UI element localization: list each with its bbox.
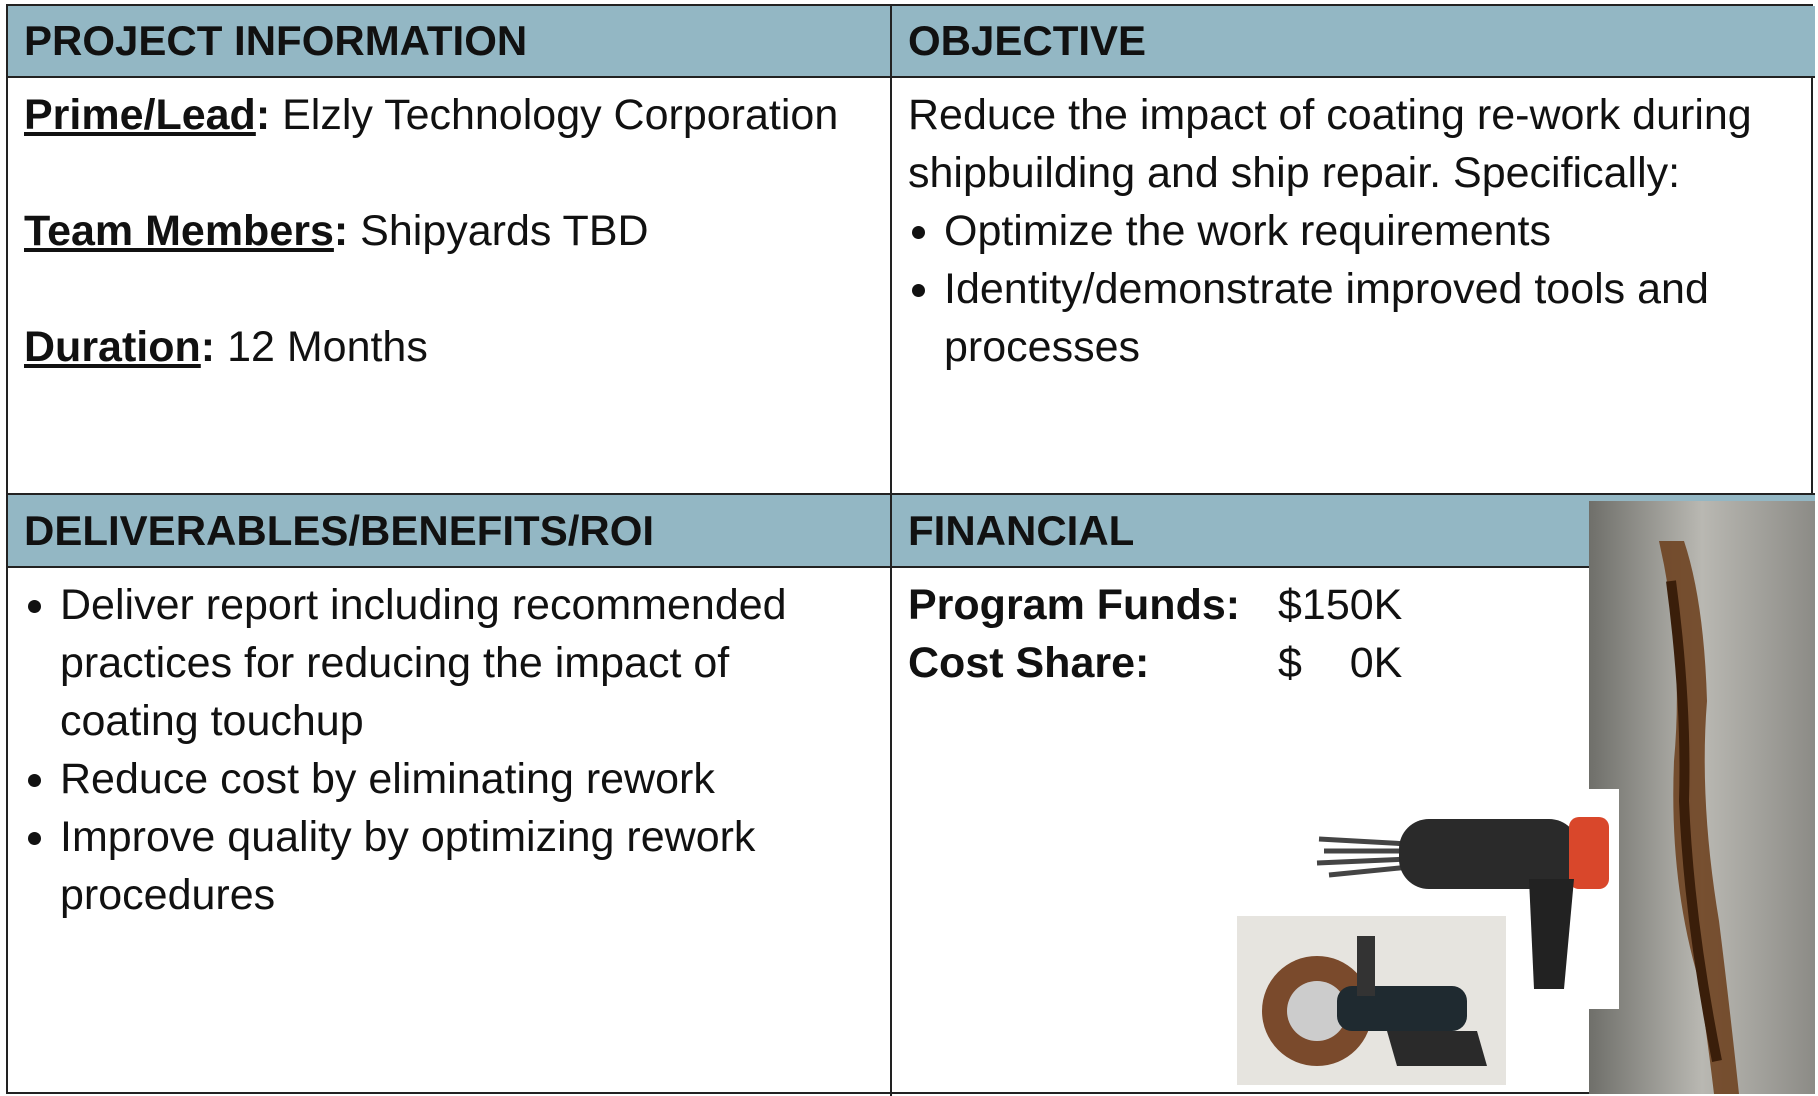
quad-chart: PROJECT INFORMATION OBJECTIVE Prime/Lead: … [6,4,1815,1096]
field: Prime/Lead: Elzly Technology Corporation [24,86,874,144]
funds-label: Cost Share: [908,639,1150,687]
field-text: Shipyards TBD [360,207,649,255]
field-punct: : [333,207,349,255]
section-header: DELIVERABLES/BENEFITS/ROI [8,495,892,568]
field-label: Team Members [24,207,334,255]
paragraph: Reduce the impact of coating re-work dur… [908,91,1752,197]
field-label: Prime/Lead [24,91,256,139]
section-body: Reduce the impact of coating re-work dur… [892,78,1815,495]
field-punct: : [255,91,271,139]
field-text: 12 Months [227,323,428,371]
field: Duration: 12 Months [24,318,874,376]
field: Team Members: Shipyards TBD [24,202,874,260]
bullet: Identity/demonstrate improved tools and … [944,260,1799,376]
funds-table: Program Funds: $150K Cost Share: $ 0K [908,576,1799,692]
bullet: Optimize the work requirements [944,202,1799,260]
section-header: OBJECTIVE [892,6,1815,78]
bullet: Deliver report including recommended pra… [60,576,874,750]
section-body: Prime/Lead: Elzly Technology Corporation… [8,78,892,495]
section-body: Program Funds: $150K Cost Share: $ 0K [892,568,1815,1096]
bullet: Reduce cost by eliminating rework [60,750,874,808]
rust-photo [1589,501,1815,1094]
field-punct: : [200,323,216,371]
brush-tool-photo [1237,916,1506,1085]
field-text: Elzly Technology Corporation [282,91,839,139]
field-label: Duration [24,323,201,371]
bullet-list: Deliver report including recommended pra… [24,576,874,924]
section-header: PROJECT INFORMATION [8,6,892,78]
section-body: Deliver report including recommended pra… [8,568,892,1096]
funds-value: $150K [1278,581,1403,629]
bullet-list: Optimize the work requirementsIdentity/d… [908,202,1799,376]
bullet: Improve quality by optimizing rework pro… [60,808,874,924]
funds-value: $ 0K [1278,639,1403,687]
funds-label: Program Funds: [908,581,1241,629]
